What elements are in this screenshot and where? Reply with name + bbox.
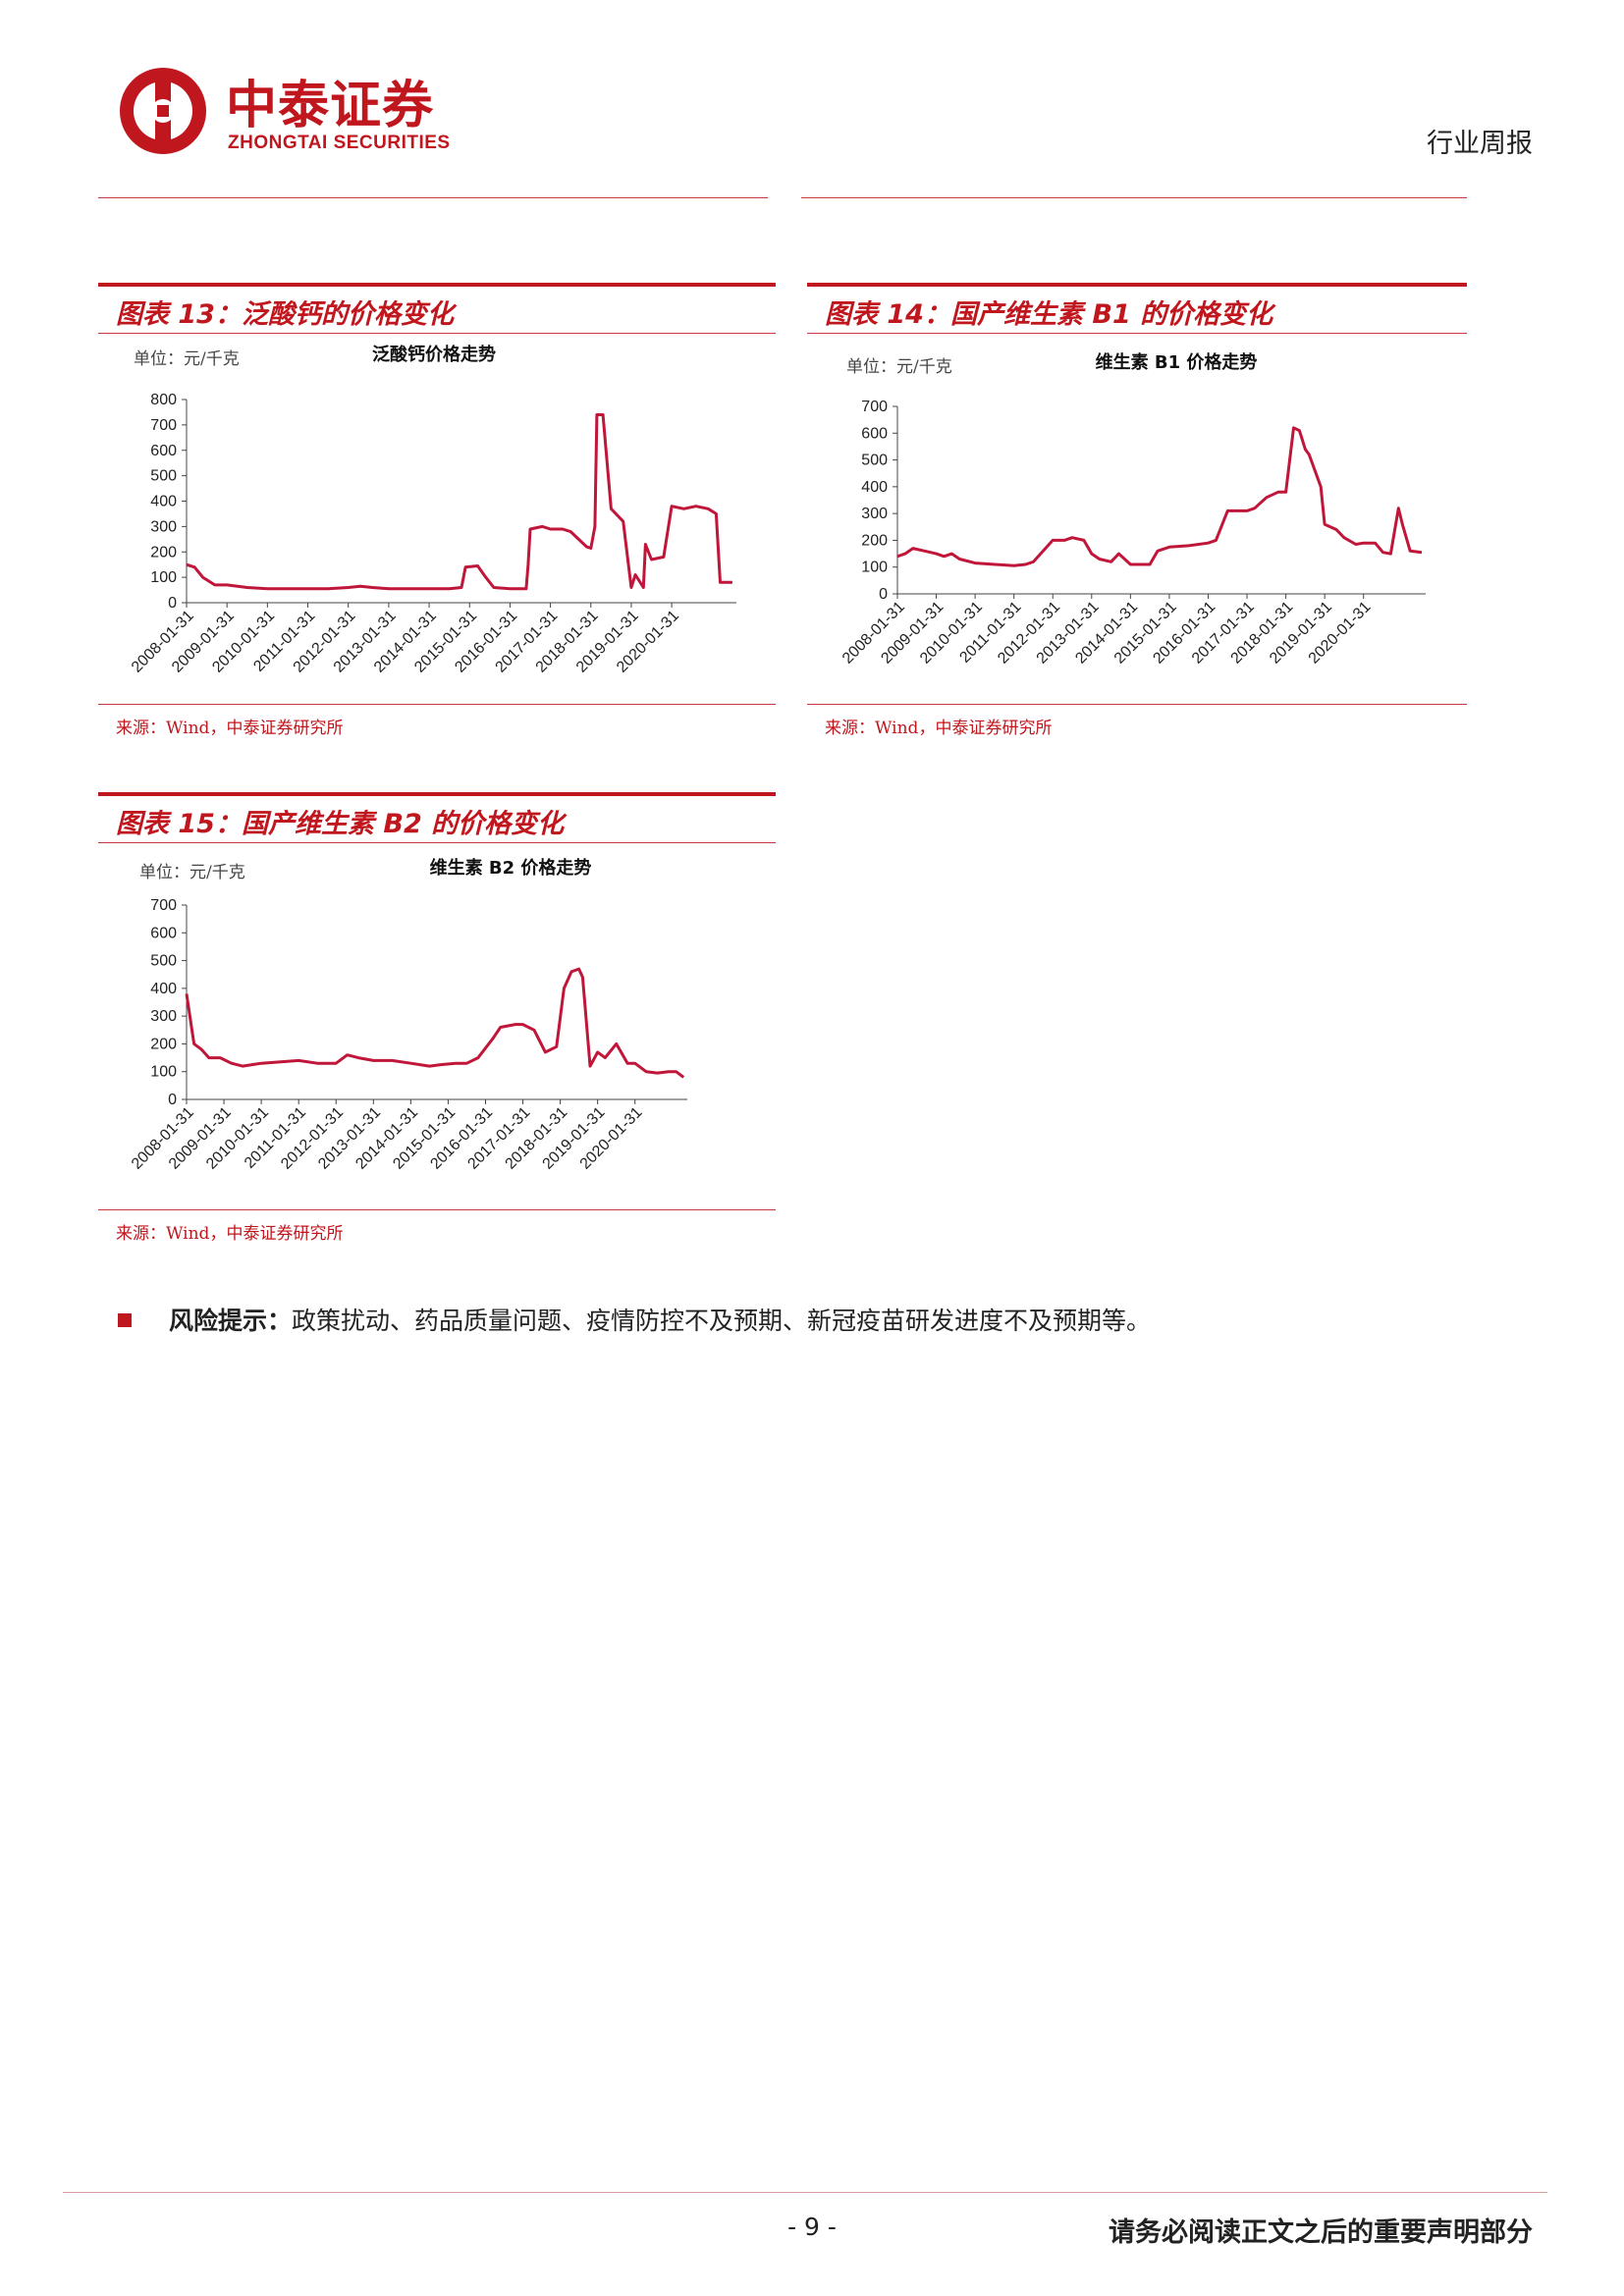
y-tick-label: 800 xyxy=(150,392,177,408)
panel-15-bottom-rule xyxy=(98,1209,776,1210)
chart-15-series-line xyxy=(185,967,685,1079)
y-tick-label: 600 xyxy=(861,425,888,442)
header-rule-right xyxy=(801,197,1467,198)
y-tick-label: 200 xyxy=(150,1036,177,1052)
chart-13: 单位：元/千克 泛酸钙价格走势 0 100 200 300 400 500 600 700 80… xyxy=(129,344,736,676)
page-number: - 9 - xyxy=(787,2213,837,2241)
panel-13-title: 图表 13：泛酸钙的价格变化 xyxy=(116,299,454,330)
footer-rule xyxy=(63,2192,1547,2193)
y-tick-label: 200 xyxy=(861,532,888,549)
panel-14-source: 来源：Wind，中泰证券研究所 xyxy=(825,719,1053,738)
panel-13-top-rule xyxy=(98,283,776,287)
chart-14-series-line xyxy=(896,426,1423,567)
chart-13-title: 泛酸钙价格走势 xyxy=(372,344,496,365)
panel-14-bottom-rule xyxy=(807,704,1467,705)
y-tick-label: 500 xyxy=(150,953,177,970)
y-tick-label: 200 xyxy=(150,544,177,561)
y-tick-label: 100 xyxy=(150,569,177,586)
panel-13-source: 来源：Wind，中泰证券研究所 xyxy=(116,719,344,738)
footer-disclaimer: 请务必阅读正文之后的重要声明部分 xyxy=(1109,2217,1533,2248)
chart-13-series-line xyxy=(186,413,732,591)
logo-emblem-icon xyxy=(120,68,206,154)
y-tick-label: 100 xyxy=(150,1064,177,1081)
y-tick-label: 300 xyxy=(150,518,177,535)
panel-15-title: 图表 15：国产维生素 B2 的价格变化 xyxy=(116,809,565,839)
y-tick-label: 500 xyxy=(861,453,888,469)
panel-14-title-rule xyxy=(807,333,1467,334)
report-type: 行业周报 xyxy=(1427,129,1533,159)
y-tick-label: 0 xyxy=(879,586,888,603)
y-tick-label: 500 xyxy=(150,468,177,485)
chart-13-unit: 单位：元/千克 xyxy=(134,349,240,369)
y-tick-label: 600 xyxy=(150,443,177,459)
y-tick-label: 0 xyxy=(168,1092,177,1108)
logo-text-cn: 中泰证券 xyxy=(226,77,435,135)
panel-14-title: 图表 14：国产维生素 B1 的价格变化 xyxy=(825,299,1273,330)
chart-15-unit: 单位：元/千克 xyxy=(139,863,245,882)
bullet-square-icon xyxy=(118,1313,132,1327)
chart-14-unit: 单位：元/千克 xyxy=(846,357,952,377)
panel-15-title-rule xyxy=(98,842,776,843)
header-rule-left xyxy=(98,197,768,198)
company-logo: 中泰证券 ZHONGTAI SECURITIES xyxy=(116,62,499,170)
panel-13-title-rule xyxy=(98,333,776,334)
y-tick-label: 400 xyxy=(861,479,888,496)
y-tick-label: 300 xyxy=(861,506,888,522)
risk-note: 风险提示：政策扰动、药品质量问题、疫情防控不及预期、新冠疫苗研发进度不及预期等。 xyxy=(118,1302,1151,1337)
chart-14-title: 维生素 B1 价格走势 xyxy=(1096,351,1258,373)
y-tick-label: 400 xyxy=(150,981,177,997)
panel-13-bottom-rule xyxy=(98,704,776,705)
risk-label: 风险提示： xyxy=(169,1307,293,1335)
chart-15: 单位：元/千克 维生素 B2 价格走势 0 100 200 300 400 500 600 7… xyxy=(129,857,687,1173)
y-tick-label: 600 xyxy=(150,925,177,941)
panel-15-source: 来源：Wind，中泰证券研究所 xyxy=(116,1224,344,1244)
y-tick-label: 700 xyxy=(150,897,177,914)
logo-text-en: ZHONGTAI SECURITIES xyxy=(228,133,451,153)
chart-14: 单位：元/千克 维生素 B1 价格走势 0 100 200 300 400 500 600 7… xyxy=(839,351,1426,667)
panel-14-top-rule xyxy=(807,283,1467,287)
y-tick-label: 700 xyxy=(861,399,888,415)
y-tick-label: 100 xyxy=(861,560,888,576)
chart-15-title: 维生素 B2 价格走势 xyxy=(430,857,592,879)
y-tick-label: 700 xyxy=(150,417,177,434)
y-tick-label: 0 xyxy=(168,595,177,612)
y-tick-label: 400 xyxy=(150,494,177,510)
risk-text: 政策扰动、药品质量问题、疫情防控不及预期、新冠疫苗研发进度不及预期等。 xyxy=(292,1307,1152,1335)
panel-15-top-rule xyxy=(98,792,776,796)
y-tick-label: 300 xyxy=(150,1008,177,1025)
